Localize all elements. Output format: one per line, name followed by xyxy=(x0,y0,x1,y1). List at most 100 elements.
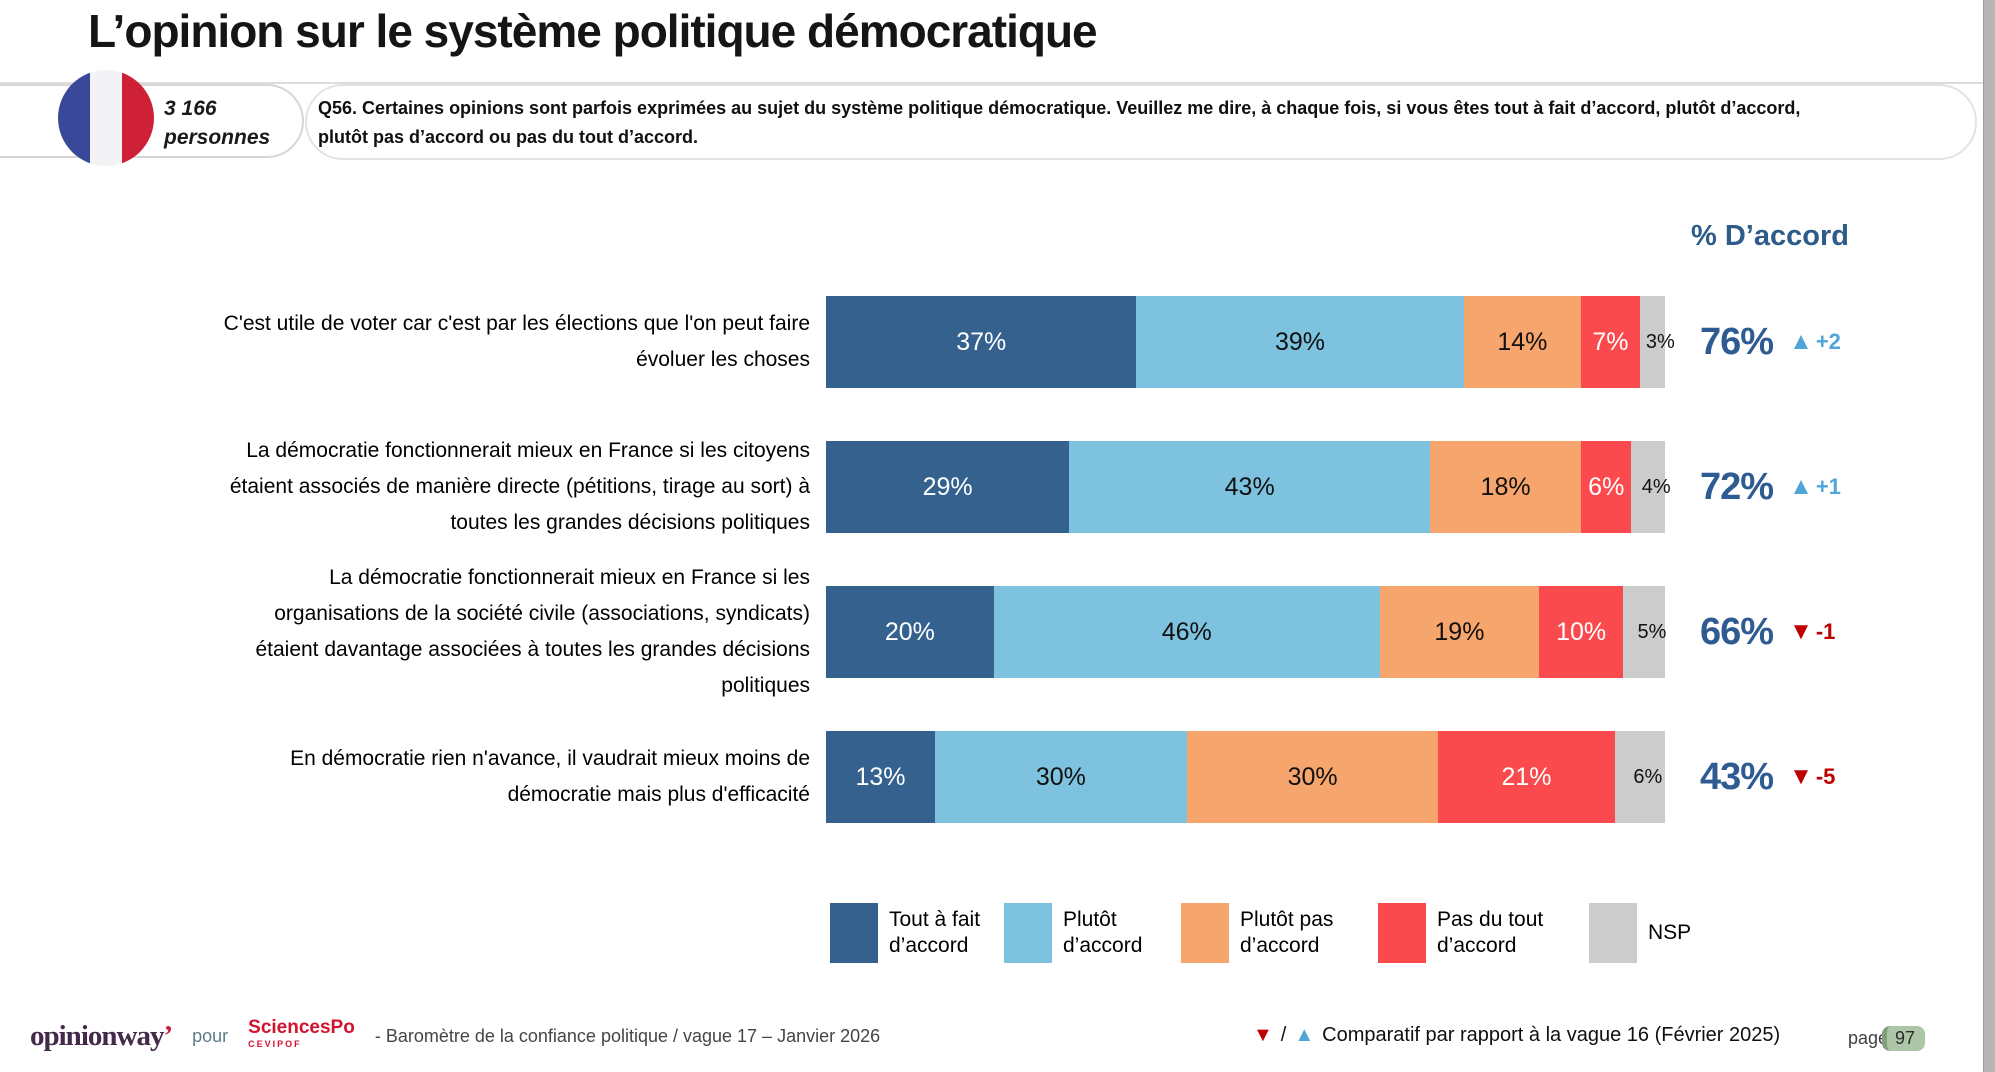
segment-value-label: 6% xyxy=(1633,765,1663,788)
statement-row-4: En démocratie rien n'avance, il vaudrait… xyxy=(40,731,810,823)
segment-pas-du-tout: 10% xyxy=(1539,586,1624,678)
legend-swatch-plutot xyxy=(1004,903,1052,963)
statement-label: La démocratie fonctionnerait mieux en Fr… xyxy=(229,439,810,534)
footer-comparison-note: ▼ / ▲ Comparatif par rapport à la vague … xyxy=(1253,1024,1780,1047)
question-box xyxy=(305,84,1977,160)
segment-value-label: 19% xyxy=(1434,617,1485,646)
segment-value-label: 46% xyxy=(1161,617,1212,646)
segment-plutot-pas: 18% xyxy=(1430,441,1582,533)
up-triangle-icon: ▲ xyxy=(1789,328,1813,355)
opinionway-logo: opinionway’ xyxy=(30,1020,173,1052)
change-value: +2 xyxy=(1815,329,1841,354)
header-divider xyxy=(0,82,1984,84)
segment-tout-a-fait: 29% xyxy=(826,441,1070,533)
segment-value-label: 43% xyxy=(1224,472,1275,501)
stacked-bar-row-2: 29% 43% 18% 6% 4% xyxy=(826,441,1671,533)
segment-value-label: 3% xyxy=(1645,330,1675,353)
agree-value: 43% xyxy=(1700,755,1774,798)
statement-row-1: C'est utile de voter car c'est par les é… xyxy=(40,296,810,388)
opinionway-wordmark: opinionway xyxy=(30,1020,164,1052)
legend-swatch-plutot-pas xyxy=(1181,903,1229,963)
legend-swatch-tout-a-fait xyxy=(830,903,878,963)
statement-label: La démocratie fonctionnerait mieux en Fr… xyxy=(255,566,810,697)
segment-tout-a-fait: 13% xyxy=(826,731,936,823)
down-triangle-icon: ▼ xyxy=(1253,1024,1273,1046)
segment-nsp: 4% xyxy=(1631,441,1671,533)
legend-item-plutot: Plutôt d’accord xyxy=(1004,900,1142,966)
segment-pas-du-tout: 6% xyxy=(1581,441,1632,533)
segment-value-label: 37% xyxy=(956,327,1007,356)
stacked-bar-row-3: 20% 46% 19% 10% 5% xyxy=(826,586,1667,678)
sciencespo-logo: SciencesPo CEVIPOF xyxy=(248,1017,355,1052)
page-indicator: page 97 xyxy=(1848,1026,1926,1051)
legend-label: Tout à fait d’accord xyxy=(889,908,981,957)
segment-pas-du-tout: 7% xyxy=(1581,296,1640,388)
agree-row-4: 43% ▼ -5 xyxy=(1700,731,1990,823)
segment-value-label: 13% xyxy=(855,762,906,791)
segment-value-label: 14% xyxy=(1497,327,1548,356)
agree-row-2: 72% ▲ +1 xyxy=(1700,441,1990,533)
agree-value: 76% xyxy=(1700,320,1774,363)
segment-plutot-pas: 19% xyxy=(1379,586,1540,678)
sample-unit: personnes xyxy=(164,126,271,149)
legend-label: Plutôt pas d’accord xyxy=(1240,908,1334,957)
agree-column-header: % D’accord xyxy=(1691,220,1849,252)
change-indicator: ▲ +2 xyxy=(1789,329,1841,355)
legend-item-tout-a-fait: Tout à fait d’accord xyxy=(830,900,980,966)
segment-plutot: 30% xyxy=(935,731,1187,823)
segment-plutot: 43% xyxy=(1069,441,1431,533)
question-text: Q56. Certaines opinions sont parfois exp… xyxy=(318,98,1801,147)
segment-plutot-pas: 30% xyxy=(1186,731,1439,823)
segment-plutot: 39% xyxy=(1136,296,1464,388)
up-triangle-icon: ▲ xyxy=(1789,473,1813,500)
agree-value: 72% xyxy=(1700,465,1774,508)
down-triangle-icon: ▼ xyxy=(1789,618,1813,645)
agree-value: 66% xyxy=(1700,610,1774,653)
segment-plutot: 46% xyxy=(993,586,1380,678)
change-indicator: ▼ -1 xyxy=(1789,619,1835,645)
page-number-badge: 97 xyxy=(1882,1026,1926,1051)
legend-item-nsp: NSP xyxy=(1589,900,1691,966)
legend-item-plutot-pas: Plutôt pas d’accord xyxy=(1181,900,1333,966)
change-value: -1 xyxy=(1815,619,1836,644)
segment-nsp: 5% xyxy=(1623,586,1667,678)
legend-label: Plutôt d’accord xyxy=(1063,908,1143,957)
window-scrollbar[interactable] xyxy=(1983,0,1995,1072)
statement-label: C'est utile de voter car c'est par les é… xyxy=(223,312,810,371)
segment-nsp: 6% xyxy=(1614,731,1665,823)
sample-size: 3 166 personnes xyxy=(164,94,270,152)
segment-value-label: 21% xyxy=(1501,762,1552,791)
segment-value-label: 39% xyxy=(1275,327,1326,356)
legend-label: NSP xyxy=(1648,921,1692,944)
up-triangle-icon: ▲ xyxy=(1294,1024,1315,1046)
segment-tout-a-fait: 37% xyxy=(826,296,1137,388)
statement-row-2: La démocratie fonctionnerait mieux en Fr… xyxy=(40,439,810,534)
statement-label: En démocratie rien n'avance, il vaudrait… xyxy=(290,747,810,806)
comparison-text: Comparatif par rapport à la vague 16 (Fé… xyxy=(1322,1024,1781,1046)
segment-plutot-pas: 14% xyxy=(1463,296,1582,388)
page-title: L’opinion sur le système politique démoc… xyxy=(88,5,1098,57)
statement-row-3: La démocratie fonctionnerait mieux en Fr… xyxy=(40,566,810,697)
segment-value-label: 5% xyxy=(1637,620,1667,643)
segment-value-label: 30% xyxy=(1287,762,1338,791)
opinionway-apostrophe: ’ xyxy=(163,1020,173,1052)
legend-label: Pas du tout d’accord xyxy=(1437,908,1544,957)
segment-pas-du-tout: 21% xyxy=(1438,731,1615,823)
segment-value-label: 10% xyxy=(1556,617,1607,646)
segment-value-label: 4% xyxy=(1641,475,1671,498)
change-indicator: ▲ +1 xyxy=(1789,474,1841,500)
segment-nsp: 3% xyxy=(1639,296,1675,388)
legend-swatch-pas-du-tout xyxy=(1378,903,1426,963)
segment-value-label: 18% xyxy=(1480,472,1531,501)
legend-swatch-nsp xyxy=(1589,903,1637,963)
sciencespo-wordmark: SciencesPo xyxy=(248,1017,355,1038)
segment-value-label: 7% xyxy=(1592,327,1629,356)
legend-item-pas-du-tout: Pas du tout d’accord xyxy=(1378,900,1543,966)
stacked-bar-row-1: 37% 39% 14% 7% 3% xyxy=(826,296,1675,388)
change-value: -5 xyxy=(1815,764,1836,789)
segment-value-label: 20% xyxy=(884,617,935,646)
footer-left: opinionway’ pour SciencesPo CEVIPOF - Ba… xyxy=(30,1017,880,1052)
segment-tout-a-fait: 20% xyxy=(826,586,994,678)
cevipof-label: CEVIPOF xyxy=(248,1039,302,1049)
down-triangle-icon: ▼ xyxy=(1789,763,1813,790)
